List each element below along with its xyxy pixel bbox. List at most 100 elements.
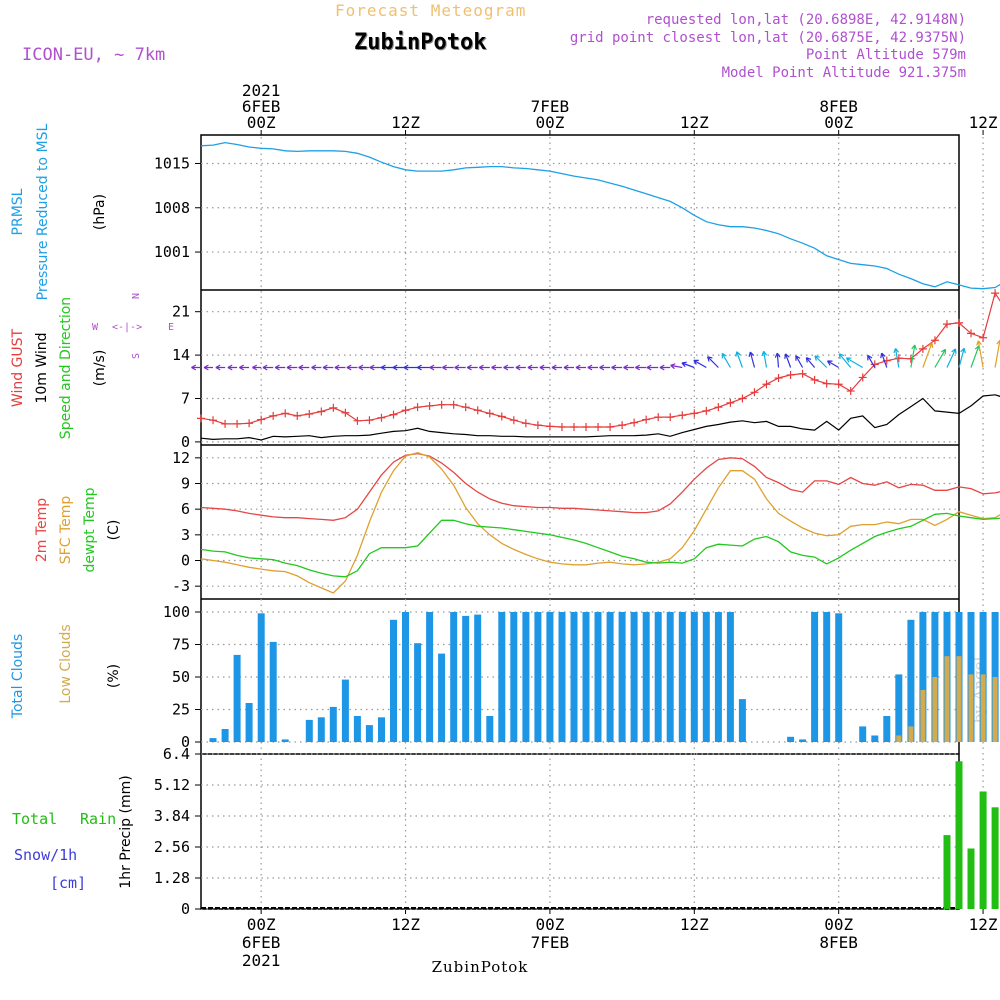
time-tick-label: 12Z <box>680 113 709 132</box>
rain-bar <box>943 835 951 909</box>
precip-total-label: Total <box>12 810 57 828</box>
point-altitude: Point Altitude 579m <box>806 47 966 63</box>
y-tick-label: 6 <box>181 500 190 518</box>
gust-marker <box>377 413 386 422</box>
time-tick-label: 00Z <box>247 113 276 132</box>
y-tick-label: 21 <box>172 303 190 321</box>
forecast-meteogram-title: Forecast Meteogram <box>335 1 526 20</box>
rain-bar <box>991 807 999 909</box>
total-clouds-bar <box>787 736 795 742</box>
wind-direction-arrow <box>215 364 226 371</box>
gust-marker <box>654 413 663 422</box>
wind-direction-arrow <box>670 363 683 370</box>
gust-marker <box>437 400 446 409</box>
gust-marker <box>293 411 302 420</box>
time-tick-label: 7FEB <box>531 97 570 116</box>
total-clouds-bar <box>859 726 867 742</box>
total-clouds-bar <box>642 612 650 742</box>
gust-marker <box>341 408 350 417</box>
wind-speed-direction-label: Speed and Direction <box>58 297 74 439</box>
model-point-altitude: Model Point Altitude 921.375m <box>722 65 966 81</box>
wind-direction-arrow <box>286 364 298 371</box>
gust-marker <box>810 375 819 384</box>
gust-marker <box>630 418 639 427</box>
gust-marker <box>425 401 434 410</box>
compass-north: N <box>131 293 142 299</box>
wind-direction-arrow <box>262 364 274 371</box>
y-tick-label: 1.28 <box>154 869 190 887</box>
gust-marker <box>678 411 687 420</box>
time-tick-label: 12Z <box>969 915 998 934</box>
wind-direction-arrow <box>748 351 756 368</box>
gust-marker <box>594 423 603 432</box>
gust-marker <box>858 373 867 382</box>
time-tick-label: 12Z <box>391 113 420 132</box>
compass-rose: N W <-|-> E S <box>92 293 174 359</box>
panel-frames <box>200 134 960 910</box>
total-clouds-bar <box>907 619 915 742</box>
time-tick-label: 00Z <box>535 915 564 934</box>
compass-west: W <box>92 322 99 333</box>
wind-direction-arrow <box>478 364 490 371</box>
time-tick-label: 7FEB <box>531 933 570 952</box>
gust-marker <box>389 410 398 419</box>
time-tick-label: 6FEB <box>242 933 281 952</box>
wind-direction-arrow <box>599 364 611 371</box>
time-tick-label: 8FEB <box>819 933 858 952</box>
wind-direction-arrow <box>466 364 478 371</box>
low-clouds-bar <box>908 726 914 742</box>
total-clouds-bar <box>895 674 903 742</box>
gust-marker <box>209 416 218 425</box>
gust-marker <box>317 407 326 416</box>
gust-marker <box>894 354 903 363</box>
total-clouds-bar <box>510 612 518 742</box>
wind-direction-arrow <box>503 364 514 371</box>
total-clouds-bar <box>474 614 482 742</box>
low-clouds-label: Low Clouds <box>58 624 74 703</box>
wind-direction-arrow <box>958 347 966 368</box>
gust-marker <box>702 406 711 415</box>
gust-line <box>200 291 1000 428</box>
wind-direction-arrow <box>539 364 550 371</box>
wind-direction-arrow <box>203 364 213 371</box>
low-clouds-bar <box>932 677 938 742</box>
gust-marker <box>834 380 843 389</box>
wind-direction-arrow <box>403 364 418 371</box>
y-tick-label: 0 <box>181 733 190 751</box>
wind-direction-arrow <box>721 352 731 368</box>
wind-direction-arrow <box>795 355 804 368</box>
wind-direction-arrow <box>611 364 623 371</box>
total-clouds-bar <box>883 716 891 742</box>
time-tick-label: 12Z <box>391 915 420 934</box>
temp-unit: (C) <box>106 520 122 541</box>
wind-direction-arrow <box>693 359 707 369</box>
gust-marker <box>485 409 494 418</box>
total-clouds-bar <box>233 654 241 742</box>
wind-unit: (m/s) <box>92 350 108 387</box>
total-clouds-bar <box>365 725 373 742</box>
wind-direction-arrow <box>922 342 934 368</box>
compass-east: E <box>168 322 174 333</box>
wind-direction-arrow <box>442 364 454 371</box>
total-clouds-bar <box>317 717 325 742</box>
wind-direction-arrow <box>515 364 526 371</box>
temperature-panel: 2m Temp SFC Temp dewpt Temp (C) -3 0 3 6 9 12 <box>34 449 1000 595</box>
gust-marker <box>666 413 675 422</box>
wind-direction-arrow <box>575 364 586 371</box>
total-clouds-label: Total Clouds <box>10 634 26 719</box>
pressure-label-msl: Pressure Reduced to MSL <box>35 123 51 300</box>
wind-10m-line <box>200 394 1000 441</box>
wind-direction-arrow <box>252 364 262 371</box>
time-tick-label: 12Z <box>680 915 709 934</box>
total-clouds-bar <box>558 612 566 742</box>
y-tick-label: 5.12 <box>154 776 190 794</box>
gust-marker <box>413 403 422 412</box>
total-clouds-bar <box>534 612 542 742</box>
total-clouds-bar <box>606 612 614 742</box>
temp-2m-label: 2m Temp <box>34 498 50 562</box>
wind-direction-arrow <box>454 364 466 371</box>
low-clouds-bar <box>920 690 926 742</box>
wind-direction-arrow <box>429 364 442 371</box>
wind-direction-arrow <box>274 364 286 371</box>
